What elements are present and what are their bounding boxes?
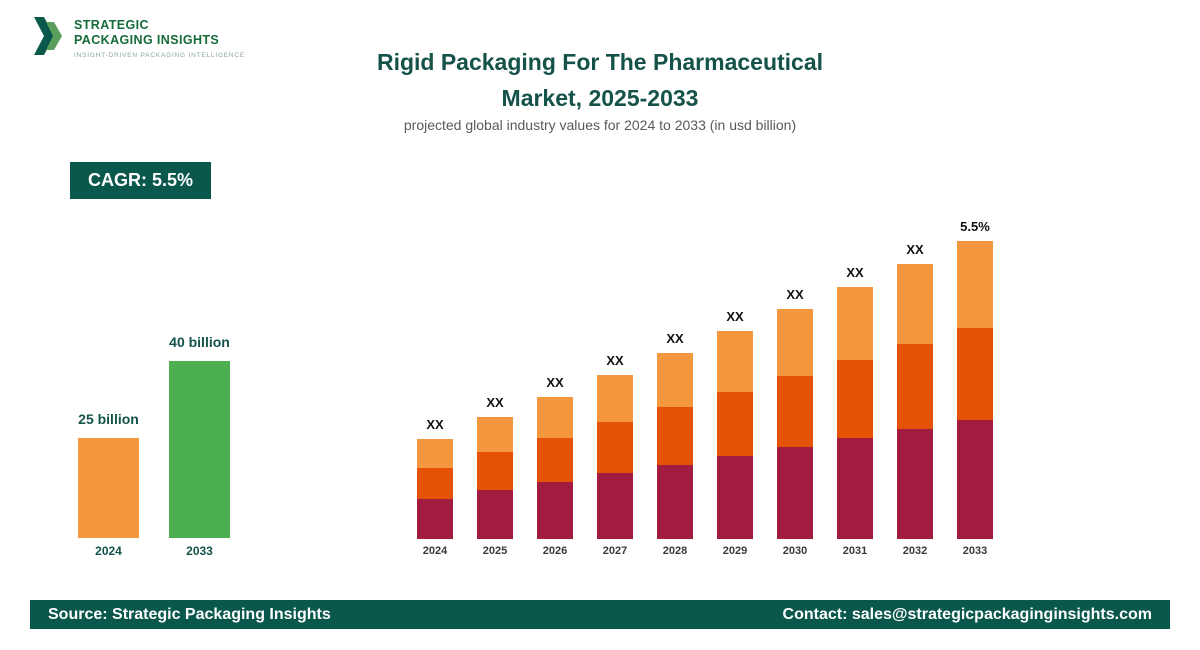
stacked-bar-2027 [597, 375, 633, 539]
segment-middle-2033 [957, 328, 993, 420]
segment-middle-2029 [717, 392, 753, 456]
segment-bottom-2028 [657, 465, 693, 539]
bar-group-2025: XX 2025 [477, 395, 513, 558]
logo-text: STRATEGIC PACKAGING INSIGHTS INSIGHT-DRI… [74, 18, 245, 59]
page-subtitle: projected global industry values for 202… [403, 117, 797, 133]
segment-middle-2027 [597, 422, 633, 473]
segment-bottom-2030 [777, 447, 813, 539]
segment-middle-2024 [417, 468, 453, 499]
bar-group-2032: XX 2032 [897, 242, 933, 558]
segment-top-2025 [477, 417, 513, 452]
segment-middle-2025 [477, 452, 513, 490]
stacked-bar-2025 [477, 417, 513, 539]
bar-top-label-2027: XX [606, 353, 624, 368]
bar-year-label-2029: 2029 [722, 545, 748, 557]
bar-top-label-2025: XX [486, 395, 504, 410]
bar-top-label-2033: 5.5% [960, 219, 990, 234]
footer-contact: Contact: sales@strategicpackaginginsight… [782, 605, 1152, 623]
cagr-badge: CAGR: 5.5% [70, 162, 212, 199]
bar-year-label-2026: 2026 [542, 545, 568, 557]
mini-bar-2033 [169, 361, 230, 538]
segment-bottom-2024 [417, 499, 453, 539]
stacked-bar-2028 [657, 353, 693, 539]
bar-top-label-2028: XX [666, 331, 684, 346]
stacked-bar-2030 [777, 309, 813, 539]
segment-middle-2030 [777, 376, 813, 447]
segment-bottom-2032 [897, 429, 933, 539]
logo-name-line1: STRATEGIC [74, 18, 149, 32]
mini-bar-2024 [78, 438, 139, 538]
mini-bar-value-label-2033: 40 billion [169, 334, 230, 350]
segment-middle-2026 [537, 438, 573, 482]
bar-year-label-2031: 2031 [842, 545, 868, 557]
bar-top-label-2024: XX [426, 417, 444, 432]
segment-top-2026 [537, 397, 573, 438]
segment-middle-2031 [837, 360, 873, 438]
bar-group-2028: XX 2028 [657, 331, 693, 558]
double-chevron-icon [32, 14, 66, 63]
footer-source: Source: Strategic Packaging Insights [48, 605, 331, 623]
bar-year-label-2028: 2028 [662, 545, 688, 557]
bar-group-2027: XX 2027 [597, 353, 633, 558]
segment-bottom-2025 [477, 490, 513, 539]
segment-top-2028 [657, 353, 693, 407]
mini-bar-group-2024: 25 billion 2024 [78, 411, 139, 558]
logo-tagline: INSIGHT-DRIVEN PACKAGING INTELLIGENCE [74, 52, 246, 59]
bar-year-label-2032: 2032 [902, 545, 928, 557]
yearly-projection-chart: XX 2024 XX 2025 XX 2026 XX 2027 XX 2028 XX 2029 XX 20… [417, 180, 993, 558]
page-title-line1: Rigid Packaging For The Pharmaceutical [376, 49, 824, 75]
segment-bottom-2029 [717, 456, 753, 539]
segment-top-2024 [417, 439, 453, 468]
bar-year-label-2024: 2024 [422, 545, 448, 557]
bar-group-2026: XX 2026 [537, 375, 573, 558]
segment-bottom-2027 [597, 473, 633, 539]
bar-year-label-2027: 2027 [602, 545, 628, 557]
mini-bar-year-label-2024: 2024 [95, 544, 122, 558]
segment-middle-2028 [657, 407, 693, 465]
segment-top-2033 [957, 241, 993, 328]
bar-top-label-2029: XX [726, 309, 744, 324]
mini-bar-group-2033: 40 billion 2033 [169, 334, 230, 558]
segment-bottom-2026 [537, 482, 573, 539]
stacked-bar-2032 [897, 264, 933, 539]
bar-top-label-2031: XX [846, 265, 864, 280]
bar-top-label-2026: XX [546, 375, 564, 390]
segment-top-2032 [897, 264, 933, 344]
segment-top-2029 [717, 331, 753, 392]
bar-year-label-2033: 2033 [962, 545, 988, 557]
summary-growth-chart: 25 billion 2024 40 billion 2033 [78, 200, 230, 558]
bar-group-2024: XX 2024 [417, 417, 453, 558]
logo: STRATEGIC PACKAGING INSIGHTS INSIGHT-DRI… [32, 14, 245, 63]
bar-group-2031: XX 2031 [837, 265, 873, 558]
footer-bar: Source: Strategic Packaging Insights Con… [30, 600, 1170, 629]
bar-group-2033: 5.5% 2033 [957, 219, 993, 558]
stacked-bar-2031 [837, 287, 873, 539]
bar-group-2029: XX 2029 [717, 309, 753, 558]
mini-bar-year-label-2033: 2033 [186, 544, 213, 558]
segment-top-2027 [597, 375, 633, 422]
page-title-line2: Market, 2025-2033 [501, 85, 699, 111]
bar-group-2030: XX 2030 [777, 287, 813, 558]
stacked-bar-2026 [537, 397, 573, 539]
bar-top-label-2032: XX [906, 242, 924, 257]
bar-year-label-2030: 2030 [782, 545, 808, 557]
bar-top-label-2030: XX [786, 287, 804, 302]
segment-bottom-2031 [837, 438, 873, 539]
stacked-bar-2029 [717, 331, 753, 539]
bar-year-label-2025: 2025 [482, 545, 508, 557]
segment-middle-2032 [897, 344, 933, 429]
page-title: Rigid Packaging For The Pharmaceutical M… [240, 44, 960, 116]
stacked-bar-2033 [957, 241, 993, 539]
segment-top-2030 [777, 309, 813, 376]
logo-name-line2: PACKAGING INSIGHTS [74, 33, 220, 47]
segment-bottom-2033 [957, 420, 993, 539]
mini-bar-value-label-2024: 25 billion [78, 411, 139, 427]
segment-top-2031 [837, 287, 873, 360]
stacked-bar-2024 [417, 439, 453, 539]
